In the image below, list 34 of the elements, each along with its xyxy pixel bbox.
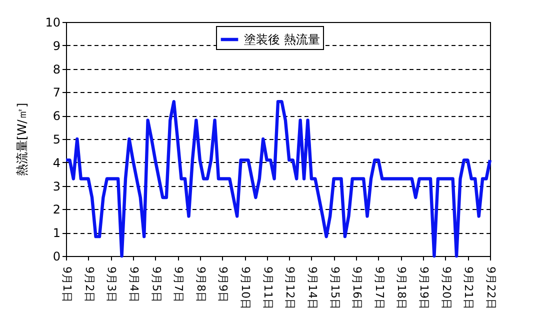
y-tick-label: 5 [52,132,60,146]
x-tick-label: 9月19日 [418,266,431,310]
x-tick-label: 9月15日 [328,266,342,310]
x-tick-label: 9月1日 [60,266,74,302]
x-tick-label: 9月5日 [150,266,163,302]
y-tick-label: 1 [52,226,60,240]
x-tick-label: 9月11日 [261,266,274,310]
x-tick-label: 9月10日 [239,266,252,310]
y-tick-label: 8 [52,62,60,76]
y-tick-label: 4 [52,156,60,170]
x-tick-label: 9月18日 [395,266,408,310]
x-tick-label: 9月12日 [284,266,297,310]
x-tick-label: 9月3日 [105,266,118,302]
y-axis-title: 熱流量[W/㎡] [15,102,30,176]
x-tick-label: 9月14日 [306,266,319,310]
x-tick-label: 9月16日 [350,266,364,310]
y-tick-label: 0 [52,250,60,264]
y-tick-label: 10 [45,16,60,30]
x-tick-label: 9月9日 [216,266,230,302]
x-tick-label: 9月20日 [440,266,453,310]
x-tick-label: 9月2日 [82,266,96,302]
legend-label: 塗装後 熱流量 [244,32,320,46]
x-tick-label: 9月17日 [372,266,386,310]
y-tick-label: 9 [52,38,60,53]
y-tick-label: 7 [52,86,60,100]
x-tick-label: 9月7日 [172,266,186,302]
y-tick-label: 2 [52,202,60,217]
y-tick-label: 6 [52,109,60,124]
y-tick-label: 3 [52,179,60,194]
line-series [64,100,492,258]
x-tick-label: 9月4日 [127,266,140,302]
x-tick-label: 9月22日 [484,266,498,310]
x-tick-label: 9月8日 [194,266,208,302]
x-tick-label: 9月21日 [462,266,476,310]
